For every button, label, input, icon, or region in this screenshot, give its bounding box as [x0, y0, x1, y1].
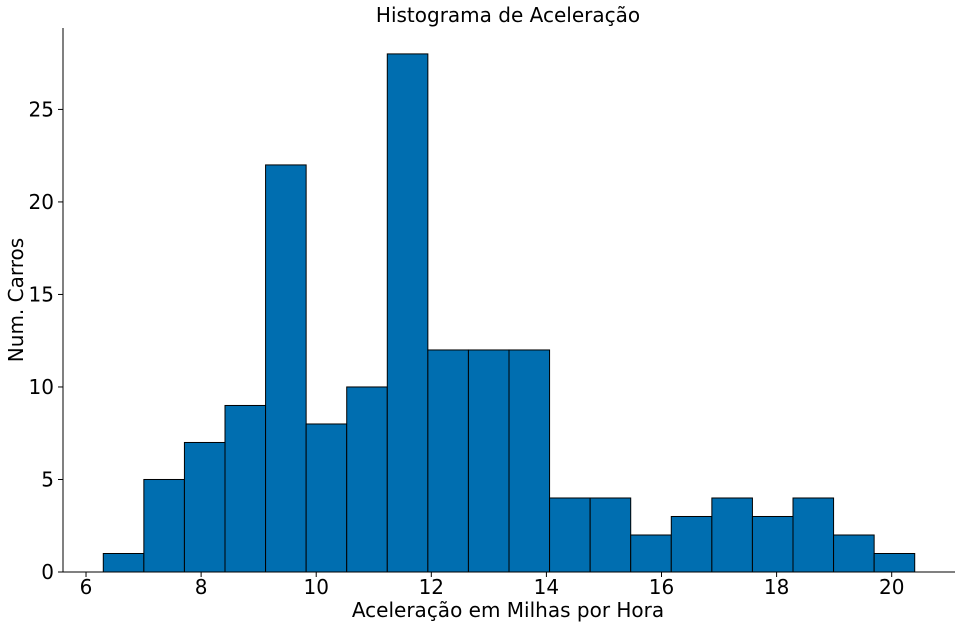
histogram-bar: [792, 497, 835, 573]
histogram-bar: [508, 349, 551, 573]
histogram-bar: [265, 164, 307, 573]
x-tick-label: 18: [764, 575, 789, 599]
histogram-bar: [833, 534, 875, 573]
histogram-bar: [305, 423, 348, 573]
y-tick-label: 5: [41, 467, 54, 491]
histogram-bar: [630, 534, 672, 573]
histogram-bar: [467, 349, 510, 573]
x-tick-label: 8: [195, 575, 208, 599]
y-tick-label: 20: [29, 190, 54, 214]
histogram-bar: [346, 386, 388, 573]
histogram-bar: [589, 497, 632, 573]
histogram-bar: [711, 497, 753, 573]
x-tick-label: 14: [534, 575, 559, 599]
y-tick-label: 15: [29, 282, 54, 306]
x-tick-label: 20: [879, 575, 904, 599]
y-ticks-group: 0 5 10 15 20 25: [29, 97, 63, 584]
x-tick-label: 16: [649, 575, 674, 599]
histogram-bar: [751, 515, 794, 573]
histogram-bar: [386, 53, 429, 573]
histogram-bar: [670, 515, 713, 573]
histogram-bar: [183, 441, 226, 573]
y-tick-label: 10: [29, 375, 54, 399]
x-tick-label: 10: [303, 575, 328, 599]
histogram-bar: [427, 349, 469, 573]
histogram-bar: [224, 404, 267, 573]
bars-group: [102, 53, 916, 573]
histogram-bar: [102, 552, 145, 573]
x-ticks-group: 6 8 10 12 14 16 18 20: [80, 572, 904, 599]
histogram-bar: [143, 478, 185, 573]
histogram-bar: [549, 497, 591, 573]
x-tick-label: 12: [419, 575, 444, 599]
y-tick-label: 0: [41, 560, 54, 584]
y-tick-label: 25: [29, 97, 54, 121]
x-tick-label: 6: [80, 575, 93, 599]
y-axis-label: Num. Carros: [4, 238, 28, 362]
chart-title: Histograma de Aceleração: [376, 3, 640, 27]
histogram-bar: [873, 552, 916, 573]
x-axis-label: Aceleração em Milhas por Hora: [352, 598, 664, 622]
